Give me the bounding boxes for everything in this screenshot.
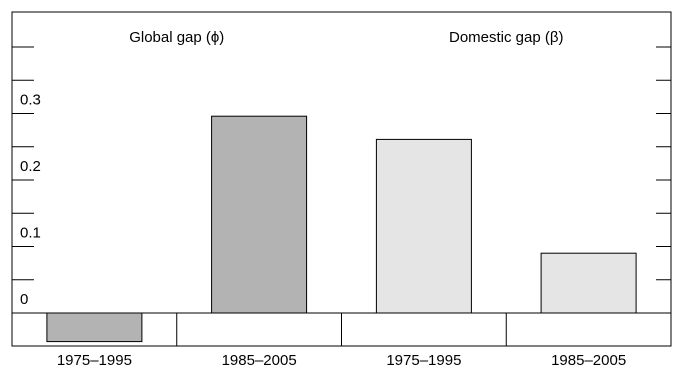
bar-global-1 [211, 115, 308, 314]
y-tick-label: 0.3 [20, 92, 41, 109]
y-tick-label: 0.2 [20, 158, 41, 175]
y-tick-label: 0.1 [20, 225, 41, 242]
bar-domestic-1 [540, 252, 637, 314]
group-label: Domestic gap (β) [449, 29, 564, 46]
x-tick-label: 1985–2005 [551, 352, 626, 369]
bars [46, 115, 637, 343]
group-dividers [176, 313, 507, 346]
bar-global-0 [46, 312, 143, 343]
bar-domestic-0 [375, 138, 472, 314]
labels: 0 0.1 0.2 0.3 1975–1995 1985–2005 Global gap (… [20, 29, 626, 369]
y-tick-label: 0 [20, 291, 28, 308]
x-tick-label: 1975–1995 [386, 352, 461, 369]
y-ticks [12, 46, 671, 281]
x-tick-label: 1975–1995 [57, 352, 132, 369]
x-tick-label: 1985–2005 [222, 352, 297, 369]
group-label: Global gap (ϕ) [129, 29, 224, 46]
